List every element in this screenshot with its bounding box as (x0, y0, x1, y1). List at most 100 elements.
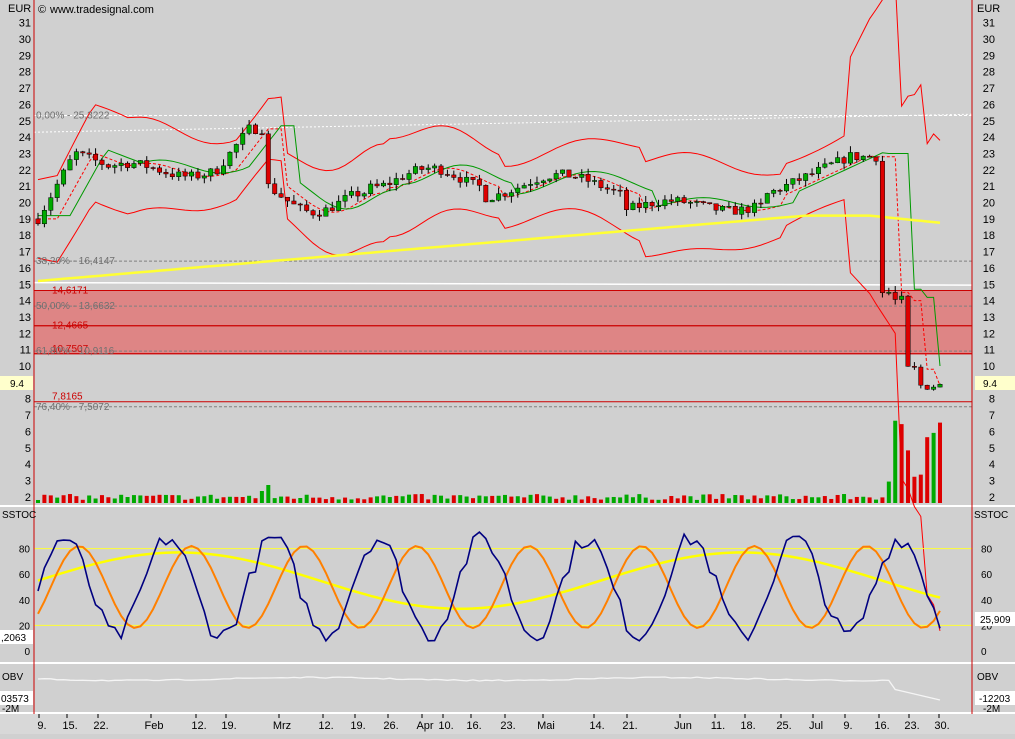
candle-body (265, 133, 271, 185)
date-tick-label: 16. (466, 720, 481, 732)
candle-body (636, 202, 642, 208)
date-tick-label: Mrz (273, 720, 291, 732)
candle-body (457, 177, 463, 183)
volume-bar (215, 498, 220, 503)
volume-bar (733, 494, 738, 503)
stoch-label-right: SSTOC (974, 510, 1008, 521)
candle-body (393, 178, 399, 185)
candle-body (73, 151, 79, 160)
candle-body (291, 200, 297, 205)
volume-bar (477, 495, 482, 503)
volume-bar (739, 495, 744, 503)
date-tick-label: 16. (874, 720, 889, 732)
stoch-slow-line (37, 544, 941, 630)
volume-bar (490, 495, 495, 503)
candle-body (387, 182, 393, 185)
source-label: www.tradesignal.com (49, 4, 154, 16)
candle-body (598, 180, 604, 189)
date-tick-label: 19. (350, 720, 365, 732)
price-tick-left: 25 (19, 116, 31, 128)
candle-body (547, 178, 553, 182)
price-tick-right: 10 (983, 361, 995, 373)
candle-body (476, 179, 482, 186)
volume-bar (247, 495, 252, 503)
candle-body (470, 176, 476, 180)
price-tick-left: 21 (19, 181, 31, 193)
trendline-white-dashed (33, 113, 973, 133)
time-axis-band (0, 714, 1015, 734)
candle-body (406, 173, 412, 180)
price-tick-left: 8 (25, 394, 31, 406)
price-tick-left: 7 (25, 410, 31, 422)
price-tick-right: 6 (989, 426, 995, 438)
price-tick-left: 24 (19, 132, 31, 144)
volume-bar (637, 494, 642, 503)
stoch-readout-left: ,2063 (1, 633, 26, 644)
date-tick-label: 18. (740, 720, 755, 732)
stoch-tick-right: 40 (981, 596, 993, 607)
volume-bar (874, 499, 879, 503)
volume-bar (304, 494, 309, 503)
trendline-white (33, 281, 973, 286)
price-readout-box (0, 376, 33, 390)
volume-bar (157, 494, 162, 503)
candle-body (528, 184, 534, 186)
candle-body (867, 155, 873, 158)
volume-bar (496, 495, 501, 503)
volume-bar (394, 495, 399, 503)
fibonacci-label: 0,00% - 25,3222 (36, 111, 110, 122)
volume-bar (771, 496, 776, 503)
price-tick-right: 29 (983, 50, 995, 62)
volume-bar (131, 495, 136, 503)
volume-bar (630, 497, 635, 503)
volume-bar (138, 495, 143, 503)
currency-right: EUR (977, 3, 1000, 15)
price-tick-left: 26 (19, 99, 31, 111)
obv-axis-right-cut: -2M (983, 704, 1000, 715)
volume-bar (662, 499, 667, 503)
volume-bar (560, 497, 565, 503)
fibonacci-label: 76,40% - 7,5072 (36, 402, 110, 413)
volume-bar (822, 496, 827, 503)
volume-bar (407, 494, 412, 503)
price-readout-box-right (975, 376, 1015, 390)
price-tick-right: 16 (983, 263, 995, 275)
candle-body (835, 157, 841, 164)
date-tick-label: 26. (383, 720, 398, 732)
price-tick-left: 30 (19, 34, 31, 46)
copyright-icon: © (38, 4, 46, 16)
volume-bar (694, 499, 699, 503)
stoch-tick-right: 60 (981, 570, 993, 581)
price-tick-left: 5 (25, 443, 31, 455)
volume-bar (144, 495, 149, 503)
price-tick-right: 3 (989, 475, 995, 487)
volume-bar (55, 497, 60, 503)
candle-body (745, 206, 751, 213)
candle-body (144, 160, 150, 168)
candle-body (253, 124, 258, 135)
candle-body (592, 180, 598, 182)
price-tick-left: 27 (19, 83, 31, 95)
candle-body (777, 190, 783, 192)
candle-body (99, 159, 105, 165)
bollinger-upper (37, 0, 941, 181)
volume-bar (605, 497, 610, 503)
currency-left: EUR (8, 3, 31, 15)
volume-bar (938, 422, 942, 503)
price-tick-right: 26 (983, 99, 995, 111)
candle-body (784, 184, 789, 192)
candle-body (48, 197, 54, 211)
volume-bar (842, 494, 847, 503)
price-panel (34, 0, 972, 505)
volume-bar (624, 494, 629, 503)
volume-bar (848, 499, 853, 503)
volume-bar (400, 496, 405, 503)
volume-bar (368, 497, 373, 503)
price-tick-right: 8 (989, 394, 995, 406)
obv-line (37, 676, 941, 701)
support-level-label: 7,8165 (52, 392, 83, 403)
volume-bar (119, 494, 124, 503)
obv-axis-left-cut: -2M (2, 704, 19, 715)
candle-body (195, 171, 201, 179)
volume-bar (387, 497, 392, 503)
